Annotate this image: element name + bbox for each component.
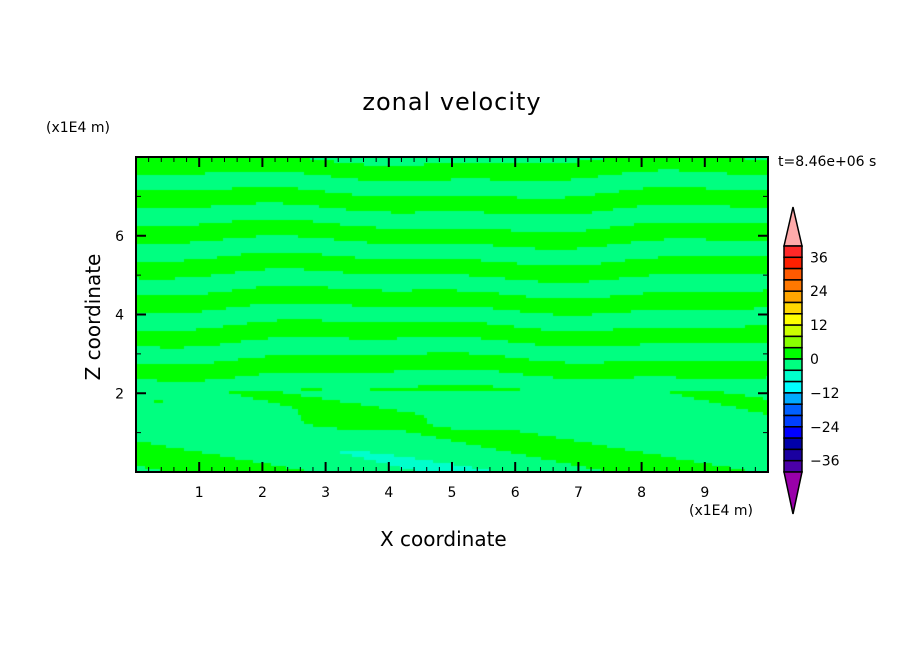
colorbar-box bbox=[783, 256, 803, 270]
y-tick-label: 2 bbox=[115, 386, 124, 402]
x-unit-label: (x1E4 m) bbox=[689, 503, 753, 519]
colorbar-box bbox=[783, 403, 803, 417]
colorbar-box bbox=[783, 335, 803, 349]
colorbar-tick-label: 12 bbox=[810, 318, 828, 334]
chart-title: zonal velocity bbox=[362, 88, 542, 116]
x-tick-label: 5 bbox=[448, 485, 457, 501]
plot-frame bbox=[135, 156, 769, 473]
colorbar-tick-label: −36 bbox=[810, 454, 840, 470]
colorbar-box bbox=[783, 448, 803, 462]
x-tick-label: 6 bbox=[511, 485, 520, 501]
y-tick-label: 4 bbox=[115, 308, 124, 324]
colorbar-over-triangle bbox=[783, 206, 803, 247]
contour-field bbox=[136, 157, 768, 472]
colorbar-under-triangle bbox=[783, 471, 803, 515]
colorbar-box bbox=[783, 346, 803, 360]
colorbar-box bbox=[783, 459, 803, 473]
time-label: t=8.46e+06 s bbox=[778, 154, 877, 170]
x-tick-label: 9 bbox=[700, 485, 709, 501]
x-axis-label: X coordinate bbox=[380, 527, 507, 551]
colorbar-box bbox=[783, 324, 803, 338]
colorbar-box bbox=[783, 392, 803, 405]
x-tick-label: 3 bbox=[321, 485, 330, 501]
colorbar-tick-label: 24 bbox=[810, 284, 828, 300]
y-unit-label: (x1E4 m) bbox=[46, 120, 110, 136]
colorbar-tick-label: −24 bbox=[810, 420, 840, 436]
colorbar-tick-label: −12 bbox=[810, 386, 840, 402]
colorbar-tick-label: 0 bbox=[810, 352, 819, 368]
colorbar-box bbox=[783, 358, 803, 372]
colorbar-box bbox=[783, 369, 803, 383]
x-tick-label: 4 bbox=[384, 485, 393, 501]
colorbar-box bbox=[783, 267, 803, 281]
colorbar-box bbox=[783, 279, 803, 292]
colorbar-tick-label: 36 bbox=[810, 250, 828, 266]
x-tick-label: 1 bbox=[195, 485, 204, 501]
colorbar-box bbox=[783, 437, 803, 451]
colorbar-box bbox=[783, 301, 803, 315]
colorbar-box bbox=[783, 426, 803, 439]
colorbar-box bbox=[783, 414, 803, 428]
y-tick-label: 6 bbox=[115, 229, 124, 245]
x-tick-label: 8 bbox=[637, 485, 646, 501]
colorbar-box bbox=[783, 245, 803, 259]
x-tick-label: 2 bbox=[258, 485, 267, 501]
x-tick-label: 7 bbox=[574, 485, 583, 501]
colorbar-box bbox=[783, 313, 803, 326]
colorbar-box bbox=[783, 380, 803, 394]
colorbar-box bbox=[783, 290, 803, 304]
